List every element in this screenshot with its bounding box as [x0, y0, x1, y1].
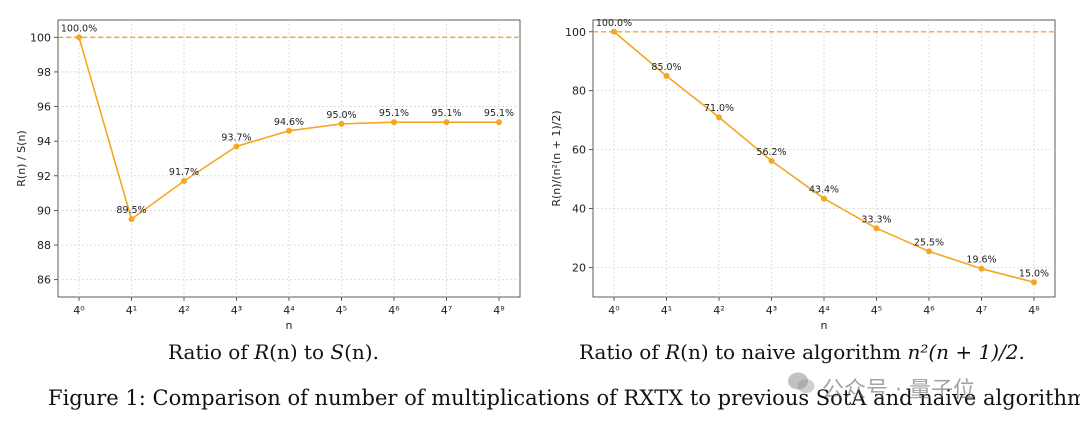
- data-point: [443, 119, 450, 126]
- y-axis-label: R(n)/(n²(n + 1)/2): [550, 110, 563, 206]
- data-label: 25.5%: [914, 237, 944, 248]
- data-label: 19.6%: [966, 255, 996, 266]
- data-label: 15.0%: [1019, 268, 1049, 279]
- x-tick-label: 4⁶: [923, 304, 935, 317]
- y-tick-label: 100: [565, 26, 586, 39]
- data-label: 95.1%: [431, 108, 461, 119]
- data-label: 89.5%: [116, 205, 146, 216]
- data-point: [128, 216, 135, 223]
- x-axis-label: n: [286, 319, 293, 330]
- x-tick-label: 4⁴: [283, 304, 295, 317]
- x-tick-label: 4⁸: [493, 304, 505, 317]
- data-label: 94.6%: [274, 117, 304, 128]
- data-point: [611, 28, 617, 35]
- data-point: [76, 34, 82, 41]
- x-tick-label: 4³: [231, 304, 242, 317]
- x-tick-label: 4⁴: [818, 304, 830, 317]
- figure-caption: Figure 1: Comparison of number of multip…: [48, 386, 1080, 410]
- data-point: [873, 225, 880, 232]
- data-point: [391, 119, 397, 126]
- data-point: [338, 120, 345, 127]
- data-label: 100.0%: [596, 18, 632, 29]
- data-point: [716, 114, 722, 121]
- data-point: [926, 248, 932, 255]
- data-label: 43.4%: [809, 185, 839, 196]
- x-tick-label: 4²: [178, 304, 189, 317]
- y-tick-label: 96: [37, 101, 51, 114]
- data-label: 95.0%: [326, 110, 356, 121]
- x-tick-label: 4¹: [661, 304, 672, 317]
- data-label: 95.1%: [484, 108, 514, 119]
- data-point: [768, 157, 775, 164]
- x-tick-label: 4⁵: [871, 304, 882, 317]
- y-tick-label: 40: [572, 203, 586, 216]
- y-tick-label: 88: [37, 239, 51, 252]
- x-tick-label: 4⁶: [388, 304, 400, 317]
- x-tick-label: 4⁷: [976, 304, 987, 317]
- caption-right: Ratio of R(n) to naive algorithm n²(n + …: [579, 340, 1025, 364]
- x-tick-label: 4³: [766, 304, 777, 317]
- y-tick-label: 80: [572, 85, 586, 98]
- data-label: 91.7%: [169, 167, 199, 178]
- data-point: [181, 178, 187, 185]
- wechat-logo-icon: [788, 372, 815, 393]
- data-point: [821, 195, 827, 202]
- x-tick-label: 4⁷: [441, 304, 452, 317]
- data-point: [978, 265, 985, 272]
- data-label: 33.3%: [861, 214, 891, 225]
- x-tick-label: 4⁰: [73, 304, 85, 317]
- chart-left: 86 88 90 92 94 96 98 100 4⁰ 4¹ 4² 4³ 4⁴ 4⁵ 4⁶ 4⁷ 4⁸ 100.0…: [15, 19, 521, 330]
- x-tick-label: 4²: [713, 304, 724, 317]
- y-tick-label: 100: [30, 31, 51, 44]
- x-tick-label: 4⁰: [608, 304, 620, 317]
- y-tick-label: 94: [37, 135, 51, 148]
- watermark: 公众号 · 量子位: [822, 378, 975, 403]
- data-point: [663, 72, 670, 79]
- y-tick-label: 98: [37, 66, 51, 79]
- data-point: [1031, 279, 1037, 286]
- data-point: [286, 127, 292, 134]
- data-label: 71.0%: [704, 103, 734, 114]
- x-tick-label: 4⁵: [336, 304, 347, 317]
- data-label: 95.1%: [379, 108, 409, 119]
- y-tick-label: 92: [37, 170, 51, 183]
- y-tick-label: 90: [37, 204, 51, 217]
- y-tick-label: 60: [572, 144, 586, 157]
- x-tick-label: 4⁸: [1028, 304, 1040, 317]
- y-tick-label: 86: [37, 274, 51, 287]
- y-axis-label: R(n) / S(n): [15, 130, 28, 186]
- data-point: [233, 143, 240, 150]
- y-tick-label: 20: [572, 262, 586, 275]
- data-label: 56.2%: [756, 147, 786, 158]
- data-point: [496, 119, 502, 126]
- x-axis-label: n: [821, 319, 828, 330]
- caption-left: Ratio of R(n) to S(n).: [168, 340, 379, 364]
- x-tick-label: 4¹: [126, 304, 137, 317]
- data-label: 85.0%: [651, 62, 681, 73]
- chart-right: 20 40 60 80 100 4⁰ 4¹ 4² 4³ 4⁴ 4⁵ 4⁶ 4⁷ 4⁸ 100.0% 85.0%…: [550, 18, 1056, 330]
- data-label: 100.0%: [61, 23, 97, 34]
- data-label: 93.7%: [221, 132, 251, 143]
